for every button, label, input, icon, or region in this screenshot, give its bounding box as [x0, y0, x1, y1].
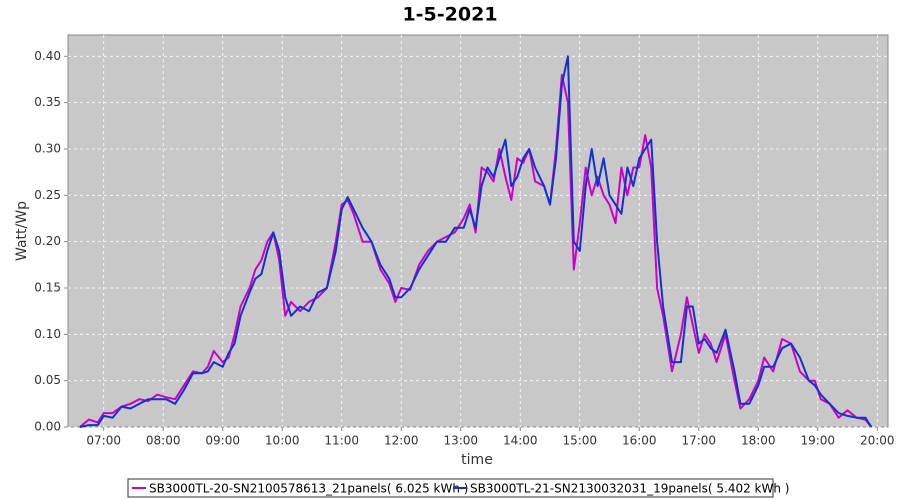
- y-axis-label: Watt/Wp: [14, 201, 30, 261]
- x-axis-label: time: [461, 452, 493, 468]
- x-tick-label: 20:00: [860, 434, 895, 448]
- series-line: [79, 55, 873, 428]
- x-tick-label: 19:00: [800, 434, 835, 448]
- y-tick-label: 0.35: [34, 95, 61, 109]
- legend-label: SB3000TL-21-SN2130032031_19panels( 5.402…: [470, 482, 789, 496]
- x-tick-label: 16:00: [622, 434, 657, 448]
- x-tick-label: 15:00: [562, 434, 597, 448]
- y-tick-label: 0.05: [34, 373, 61, 387]
- y-tick-label: 0.10: [34, 327, 61, 341]
- chart-title: 1-5-2021: [402, 4, 497, 26]
- y-tick-label: 0.25: [34, 188, 61, 202]
- x-tick-label: 14:00: [503, 434, 538, 448]
- x-tick-label: 08:00: [146, 434, 181, 448]
- x-tick-label: 13:00: [443, 434, 478, 448]
- y-tick-label: 0.20: [34, 234, 61, 248]
- x-tick-label: 12:00: [384, 434, 419, 448]
- x-tick-label: 18:00: [741, 434, 776, 448]
- x-tick-label: 09:00: [205, 434, 240, 448]
- y-tick-label: 0.40: [34, 49, 61, 63]
- legend-label: SB3000TL-20-SN2100578613_21panels( 6.025…: [149, 482, 468, 496]
- x-tick-label: 07:00: [86, 434, 121, 448]
- y-tick-label: 0.30: [34, 141, 61, 155]
- y-tick-label: 0.00: [34, 420, 61, 434]
- x-tick-label: 17:00: [681, 434, 716, 448]
- y-tick-label: 0.15: [34, 280, 61, 294]
- x-tick-label: 11:00: [324, 434, 359, 448]
- x-tick-label: 10:00: [265, 434, 300, 448]
- plot-area: [67, 34, 889, 428]
- legend: [127, 478, 774, 498]
